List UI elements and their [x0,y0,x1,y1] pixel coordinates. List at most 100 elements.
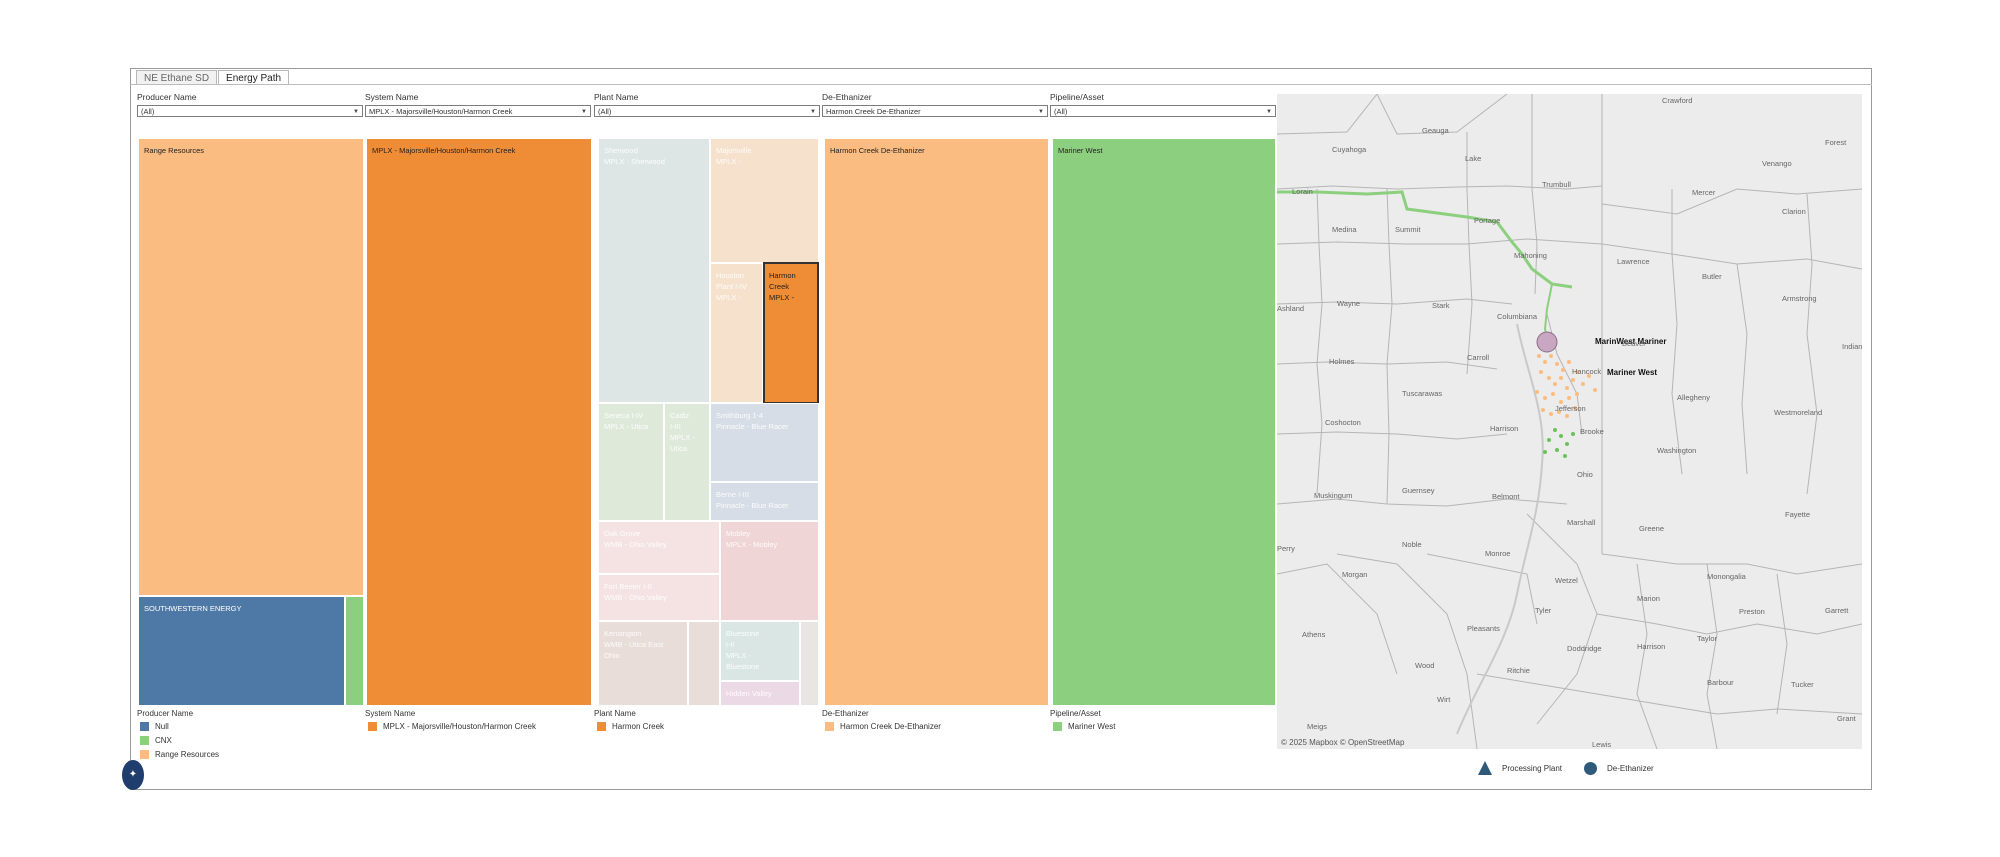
treemap-cell-southwestern[interactable]: SOUTHWESTERN ENERGY [138,596,345,706]
legend-title: De-Ethanizer [822,709,869,718]
county-label: Lorain [1292,187,1313,196]
treemap-cell-houston[interactable]: Houston Plant I-IV MPLX - [710,263,763,403]
county-label: Harrison [1490,424,1519,433]
filter-label: Plant Name [594,92,639,102]
county-label: Westmoreland [1774,408,1823,417]
treemap-cell-mariner-west[interactable]: Mariner West [1052,138,1276,706]
legend-label: De-Ethanizer [1607,763,1654,773]
pipeline-asset-dropdown[interactable]: (All) ▼ [1050,105,1276,117]
cell-label: Houston Plant I-IV MPLX - [716,271,747,302]
legend-item[interactable]: CNX [137,733,363,747]
dropdown-value: (All) [1054,107,1068,116]
county-label: Brooke [1580,427,1604,436]
legend-swatch [1053,721,1062,731]
legend-title: System Name [365,709,416,718]
treemap-cell-harmon-deeth[interactable]: Harmon Creek De-Ethanizer [824,138,1049,706]
treemap-cell-minor-2[interactable] [800,621,819,706]
triangle-icon [1478,761,1492,775]
legend-label: Processing Plant [1502,763,1563,773]
treemap-cell-mplx-system[interactable]: MPLX - Majorsville/Houston/Harmon Creek [366,138,592,706]
tableau-badge-icon[interactable]: ✦ [122,760,144,790]
legend-label: Range Resources [155,749,220,759]
treemap-cell-cadiz[interactable]: Cadiz I-III MPLX - Utica [664,403,710,521]
cell-label: Mariner West [1058,146,1103,155]
producer-name-dropdown[interactable]: (All) ▼ [137,105,363,117]
county-label: Holmes [1329,357,1355,366]
county-label: Fayette [1785,510,1811,519]
tab-ne-ethane-sd[interactable]: NE Ethane SD [136,70,218,84]
legend-item[interactable]: Range Resources [137,747,363,761]
cell-label: Smithburg 1-4 Pinnacle - Blue Racer [716,411,789,431]
chevron-down-icon: ▼ [581,109,587,115]
legend-item[interactable]: Mariner West [1050,719,1276,733]
cell-label: Harmon Creek MPLX - [769,271,796,302]
filter-label: Pipeline/Asset [1050,92,1104,102]
cell-label: Sherwood MPLX - Sherwood [604,146,665,166]
legend-processing-plant[interactable]: Processing Plant [1478,761,1562,775]
treemap-cell-minor-1[interactable] [688,621,720,706]
map-svg [1277,94,1862,749]
legend-label: Harmon Creek De-Ethanizer [840,721,941,731]
system-name-dropdown[interactable]: MPLX - Majorsville/Houston/Harmon Creek ▼ [365,105,591,117]
treemap-cell-smithburg[interactable]: Smithburg 1-4 Pinnacle - Blue Racer [710,403,819,482]
legend-item[interactable]: Harmon Creek [594,719,820,733]
map-attribution[interactable]: © 2025 Mapbox © OpenStreetMap [1281,738,1405,747]
treemap-cell-range-resources[interactable]: Range Resources [138,138,364,596]
legend-item[interactable]: Null [137,719,363,733]
county-label: Tuscarawas [1402,389,1443,398]
chevron-down-icon: ▼ [810,109,816,115]
cell-label: Seneca I-IV MPLX - Utica [604,411,649,431]
cell-label: Majorsville MPLX - [716,146,752,166]
legend-swatch [368,721,377,731]
legend-label: CNX [155,735,172,745]
county-label: Lawrence [1617,257,1650,266]
cell-label: Range Resources [144,146,205,155]
county-label: Jefferson [1555,404,1586,413]
county-label: Lake [1465,154,1482,163]
de-ethanizer-dropdown[interactable]: Harmon Creek De-Ethanizer ▼ [822,105,1048,117]
treemap-cell-bluestone[interactable]: Bluestone I-II MPLX - Bluestone [720,621,800,681]
treemap-cell-berne[interactable]: Berne I-III Pinnacle - Blue Racer [710,482,819,521]
county-map[interactable]: MarinWest Mariner Mariner West Crawford … [1277,94,1862,749]
legend-label: MPLX - Majorsville/Houston/Harmon Creek [383,721,536,731]
county-label: Muskingum [1314,491,1353,500]
county-label: Ritchie [1507,666,1530,675]
treemap-cell-harmon-creek[interactable]: Harmon Creek MPLX - [763,262,819,404]
map-legend: Processing Plant De-Ethanizer [1478,761,1676,775]
treemap-cell-majorsville[interactable]: Majorsville MPLX - [710,138,819,263]
legend-swatch [140,749,149,759]
tab-energy-path[interactable]: Energy Path [218,70,290,84]
county-label: Garrett [1825,606,1849,615]
legend-de-ethanizer[interactable]: De-Ethanizer [1584,761,1654,775]
treemap-cell-hidden-valley[interactable]: Hidden Valley [720,681,800,706]
treemap-cell-kensington[interactable]: Kensington WMB - Utica East Ohio [598,621,688,706]
county-label: Mahoning [1514,251,1547,260]
county-label: Columbiana [1497,312,1538,321]
filter-label: De-Ethanizer [822,92,872,102]
legend-swatch [597,721,606,731]
treemap-cell-sherwood[interactable]: Sherwood MPLX - Sherwood [598,138,710,403]
legend-label: Null [155,721,169,731]
county-label: Carroll [1467,353,1490,362]
county-label: Taylor [1697,634,1718,643]
treemap-cell-fort-beeler[interactable]: Fort Beeler I-II WMB - Ohio Valley [598,574,720,621]
county-label: Allegheny [1677,393,1710,402]
legend-item[interactable]: Harmon Creek De-Ethanizer [822,719,1048,733]
treemap-cell-cnx[interactable] [345,596,364,706]
legend-item[interactable]: MPLX - Majorsville/Houston/Harmon Creek [365,719,591,733]
legend-title: Plant Name [594,709,636,718]
treemap-cell-seneca[interactable]: Seneca I-IV MPLX - Utica [598,403,664,521]
filter-label: System Name [365,92,419,102]
plant-name-dropdown[interactable]: (All) ▼ [594,105,820,117]
county-label: Coshocton [1325,418,1361,427]
cell-label: Harmon Creek De-Ethanizer [830,146,925,155]
county-label: Barbour [1707,678,1734,687]
county-label: Venango [1762,159,1792,168]
dropdown-value: MPLX - Majorsville/Houston/Harmon Creek [369,107,513,116]
county-label: Forest [1825,138,1847,147]
legend-swatch [140,721,149,731]
treemap-cell-oak-grove[interactable]: Oak Grove WMB - Ohio Valley [598,521,720,574]
legend-plant: Plant Name Harmon Creek [594,708,820,733]
map-label-mariner-2: Mariner West [1607,368,1658,377]
treemap-cell-mobley[interactable]: Mobley MPLX - Mobley [720,521,819,621]
